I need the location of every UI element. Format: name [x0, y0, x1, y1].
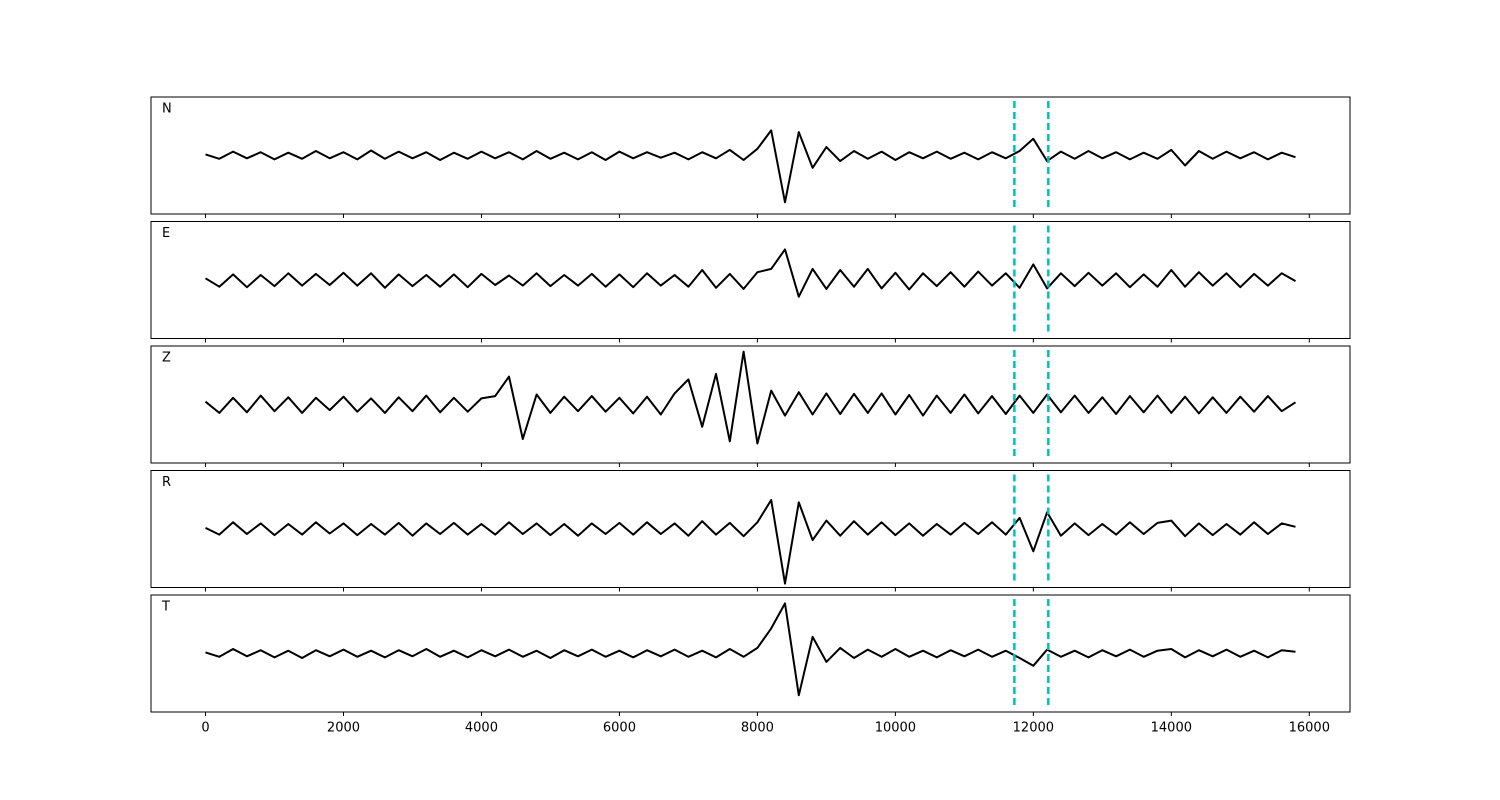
trace: [205, 129, 1296, 204]
panel-frame: [150, 221, 1351, 339]
panel-label: Z: [162, 351, 171, 366]
trace: [205, 499, 1296, 585]
panel-label: R: [162, 475, 171, 490]
x-tick-label: 12000: [1013, 721, 1054, 736]
panel-label: N: [162, 102, 172, 117]
x-tick-label: 10000: [875, 721, 916, 736]
x-tick-label: 6000: [603, 721, 636, 736]
panel-frame: [150, 594, 1351, 713]
trace: [204, 350, 1297, 445]
panel-label: T: [161, 600, 170, 615]
x-tick-label: 16000: [1289, 721, 1330, 736]
panel-frame: [150, 345, 1351, 464]
trace: [205, 602, 1296, 697]
panel-label: E: [162, 226, 170, 241]
x-tick-label: 4000: [465, 721, 498, 736]
trace: [204, 248, 1296, 298]
panel-frame: [150, 96, 1351, 215]
x-tick-label: 2000: [327, 721, 360, 736]
x-tick-label: 14000: [1151, 721, 1192, 736]
x-tick-label: 8000: [741, 721, 774, 736]
x-tick-label: 0: [201, 721, 209, 736]
panel-frame: [150, 470, 1351, 588]
